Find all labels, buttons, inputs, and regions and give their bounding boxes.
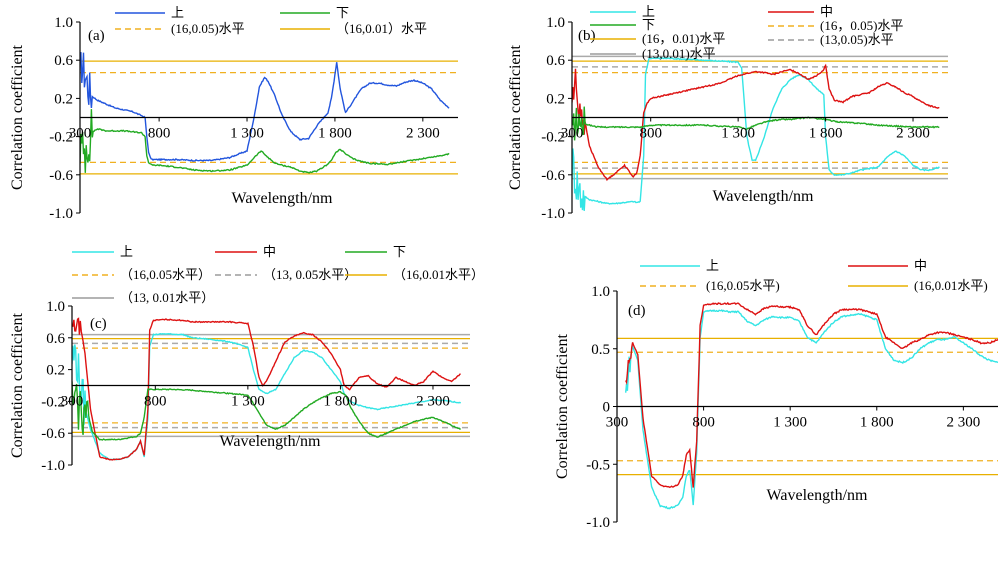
legend-label-c-1: 中 — [263, 244, 276, 259]
legend-label-b-0: 上 — [642, 4, 655, 19]
x-tick-label-c-2: 1 300 — [231, 394, 265, 410]
panel-label-a: (a) — [88, 28, 105, 44]
y-tick-label-a-1: 0.6 — [54, 53, 73, 69]
y-tick-label-d-4: -1.0 — [586, 515, 610, 531]
panel-label-c: (c) — [90, 316, 107, 332]
y-tick-label-d-1: 0.5 — [591, 342, 610, 358]
series-line-d-upper — [625, 309, 998, 510]
legend-label-d-2: (16,0.05水平) — [706, 278, 780, 293]
y-tick-label-c-2: 0.2 — [46, 363, 65, 379]
panel-label-b: (b) — [578, 28, 596, 44]
x-axis-label-c: Wavelength/nm — [220, 433, 321, 450]
panel-c: 1.0 0.6 0.2 -0.2 -0.6 -1.0 300 800 1 300 1 800 2 3… — [9, 244, 484, 474]
y-tick-label-b-2: 0.2 — [546, 91, 565, 107]
y-tick-label-a-5: -1.0 — [49, 206, 73, 222]
series-line-a-upper — [80, 51, 450, 162]
x-tick-label-a-1: 800 — [148, 126, 171, 142]
legend-label-a-3: （16,0.01）水平 — [336, 21, 427, 36]
x-axis-label-d: Wavelength/nm — [767, 487, 868, 504]
panel-label-d: (d) — [628, 303, 646, 319]
x-tick-label-d-4: 2 300 — [946, 415, 980, 431]
y-tick-label-d-0: 1.0 — [591, 284, 610, 300]
y-axis-label-b: Correlation coefficient — [507, 44, 524, 190]
x-tick-label-b-1: 800 — [639, 126, 662, 142]
legend-label-b-2: 下 — [642, 17, 655, 32]
legend-label-c-5: （16,0.01水平） — [393, 267, 484, 282]
x-tick-label-a-4: 2 300 — [406, 126, 440, 142]
legend-label-b-4: (16，0.01)水平 — [642, 31, 725, 46]
legend-label-d-3: (16,0.01水平) — [914, 278, 988, 293]
y-tick-label-d-2: 0 — [603, 400, 611, 416]
y-tick-label-c-5: -1.0 — [41, 458, 65, 474]
x-axis-label-b: Wavelength/nm — [713, 188, 814, 205]
y-axis-label-a: Correlation coefficient — [9, 44, 26, 190]
y-tick-label-d-3: -0.5 — [586, 457, 610, 473]
x-tick-label-d-1: 800 — [692, 415, 715, 431]
legend-label-b-1: 中 — [820, 4, 833, 19]
series-line-c-middle — [72, 317, 461, 461]
series-line-b-upper — [572, 56, 940, 211]
y-tick-label-a-0: 1.0 — [54, 15, 73, 31]
legend-label-b-3: (16，0.05)水平 — [820, 18, 903, 33]
x-tick-label-b-0: 300 — [561, 126, 584, 142]
legend-label-d-0: 上 — [706, 258, 719, 273]
x-tick-label-b-2: 1 300 — [721, 126, 755, 142]
legend-label-c-4: （13, 0.05水平） — [263, 267, 357, 282]
panel-d: 1.0 0.5 0 -0.5 -1.0 300 800 1 300 1 800 2 300 Wave… — [554, 258, 998, 531]
y-tick-label-c-4: -0.6 — [41, 426, 65, 442]
y-tick-label-c-1: 0.6 — [46, 331, 65, 347]
y-tick-label-b-5: -1.0 — [541, 206, 565, 222]
x-tick-label-a-3: 1 800 — [318, 126, 352, 142]
x-axis-label-a: Wavelength/nm — [232, 190, 333, 207]
y-tick-label-a-2: 0.2 — [54, 91, 73, 107]
x-tick-label-a-2: 1 300 — [230, 126, 264, 142]
x-tick-label-d-2: 1 300 — [773, 415, 807, 431]
y-tick-label-b-1: 0.6 — [546, 53, 565, 69]
x-tick-label-a-0: 300 — [69, 126, 92, 142]
x-tick-label-c-4: 2 300 — [416, 394, 450, 410]
y-tick-label-a-3: -0.2 — [49, 130, 73, 146]
x-tick-label-c-3: 1 800 — [324, 394, 358, 410]
y-tick-label-c-3: -0.2 — [41, 394, 65, 410]
x-tick-label-c-1: 800 — [144, 394, 167, 410]
legend-label-a-2: (16,0.05)水平 — [171, 21, 245, 36]
legend-label-c-0: 上 — [120, 244, 133, 259]
legend-label-a-0: 上 — [171, 5, 184, 20]
series-line-b-lower — [572, 106, 940, 141]
y-axis-label-c: Correlation coefficient — [9, 312, 26, 458]
y-tick-label-a-4: -0.6 — [49, 168, 73, 184]
legend-label-b-6: (13,0.01)水平 — [642, 46, 716, 61]
y-tick-label-b-3: -0.2 — [541, 130, 565, 146]
y-tick-label-b-4: -0.6 — [541, 168, 565, 184]
legend-label-c-2: 下 — [393, 244, 406, 259]
series-line-d-middle — [625, 301, 998, 489]
x-tick-label-d-0: 300 — [606, 415, 629, 431]
x-tick-label-c-0: 300 — [61, 394, 84, 410]
y-tick-label-c-0: 1.0 — [46, 299, 65, 315]
legend-label-c-6: （13, 0.01水平） — [120, 290, 214, 305]
y-tick-label-b-0: 1.0 — [546, 15, 565, 31]
series-line-b-middle — [572, 63, 940, 182]
x-tick-label-b-4: 2 300 — [896, 126, 930, 142]
panel-b: 1.0 0.6 0.2 -0.2 -0.6 -1.0 300 800 1 300 1 800 2 3… — [507, 4, 948, 222]
legend-label-c-3: （16,0.05水平） — [120, 267, 211, 282]
legend-label-b-5: (13,0.05)水平 — [820, 32, 894, 47]
x-tick-label-d-3: 1 800 — [860, 415, 894, 431]
x-tick-label-b-3: 1 800 — [809, 126, 843, 142]
series-line-a-lower — [80, 109, 450, 174]
legend-label-d-1: 中 — [914, 258, 927, 273]
y-axis-label-d: Correlation coefficient — [554, 333, 571, 479]
panel-a: 1.0 0.6 0.2 -0.2 -0.6 -1.0 300 800 1 300 1 800 2 3… — [9, 5, 458, 222]
legend-label-a-1: 下 — [336, 5, 349, 20]
series-line-c-lower — [72, 381, 461, 441]
